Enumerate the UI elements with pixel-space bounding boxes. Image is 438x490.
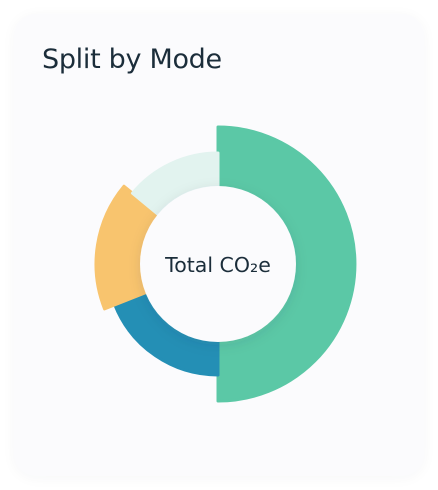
card-title: Split by Mode [42,44,222,75]
donut-hole [140,186,296,342]
donut-center-label: Total CO₂e [164,253,271,277]
